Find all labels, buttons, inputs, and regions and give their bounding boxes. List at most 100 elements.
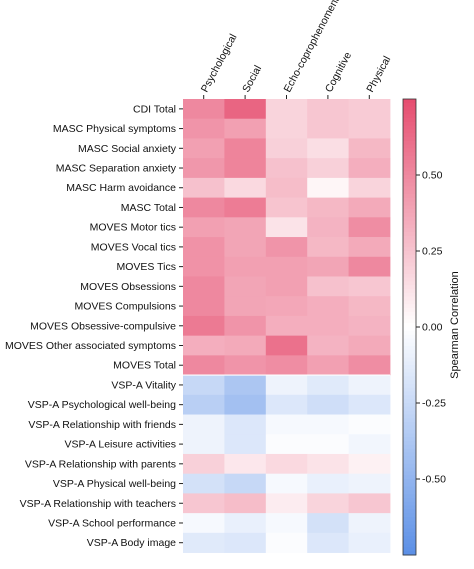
heatmap-cell <box>224 513 267 534</box>
row-label-vsp-a-leisure-activities: VSP-A Leisure activities <box>65 439 176 451</box>
colorbar-segment <box>403 220 416 225</box>
colorbar-segment <box>403 452 416 457</box>
heatmap-cell <box>348 138 391 159</box>
colorbar-segment <box>403 148 416 153</box>
heatmap-cell <box>307 296 349 317</box>
colorbar-segment <box>403 349 416 355</box>
colorbar-segment <box>403 418 416 423</box>
colorbar-segment <box>403 536 416 541</box>
heatmap-cell <box>265 99 308 120</box>
colorbar-segment <box>403 517 416 522</box>
colorbar-segment <box>403 551 416 556</box>
heatmap-cell <box>265 355 308 376</box>
heatmap-cell <box>265 276 308 297</box>
colorbar-segment <box>403 437 416 442</box>
row-label-cdi-total: CDI Total <box>133 103 176 115</box>
colorbar-segment <box>403 456 416 461</box>
heatmap-cell <box>348 99 391 120</box>
colorbar-segment <box>403 532 416 537</box>
heatmap-cell <box>348 394 391 415</box>
heatmap-cell <box>183 158 225 179</box>
heatmap-cell <box>307 197 349 218</box>
heatmap-cell <box>265 158 308 179</box>
heatmap-cell <box>307 532 349 553</box>
colorbar-segment <box>403 121 416 127</box>
heatmap-cell <box>224 315 267 337</box>
heatmap-cell <box>307 276 349 297</box>
heatmap-cell <box>265 138 308 159</box>
heatmap-cell <box>265 118 308 139</box>
heatmap-cell <box>307 118 349 139</box>
column-labels: Psychological Social Echo-coprophenomenaCo… <box>199 0 393 99</box>
colorbar-segment <box>403 509 416 514</box>
row-label-vsp-a-relationship-with-parents: VSP-A Relationship with parents <box>25 458 176 470</box>
heatmap-cell <box>307 434 349 455</box>
colorbar-segment <box>403 547 416 552</box>
heatmap-cell <box>265 513 308 534</box>
heatmap-cell <box>307 394 349 415</box>
row-label-vsp-a-psychological-well-being: VSP-A Psychological well-being <box>28 399 176 411</box>
heatmap-cell <box>307 177 349 198</box>
heatmap-cell <box>224 197 267 218</box>
colorbar-segment <box>403 308 416 313</box>
colorbar-segment <box>403 167 416 172</box>
colorbar-segment <box>403 494 416 499</box>
colorbar-segment <box>403 543 416 548</box>
heatmap-cell <box>348 197 391 218</box>
heatmap-cell <box>224 394 267 415</box>
row-label-moves-obsessive-compulsive: MOVES Obsessive-compulsive <box>30 320 176 332</box>
colorbar-segment <box>403 197 416 203</box>
colorbar-segment <box>403 490 416 495</box>
colorbar-segment <box>403 410 416 415</box>
row-label-moves-total: MOVES Total <box>113 360 176 372</box>
colorbar-segment <box>403 391 416 396</box>
heatmap-cell <box>307 158 349 179</box>
colorbar-segment <box>403 403 416 408</box>
heatmap-cell <box>183 315 225 337</box>
row-label-masc-physical-symptoms: MASC Physical symptoms <box>53 123 176 135</box>
row-label-vsp-a-relationship-with-teachers: VSP-A Relationship with teachers <box>20 498 176 510</box>
colorbar-segment <box>403 273 416 279</box>
row-label-masc-social-anxiety: MASC Social anxiety <box>78 143 177 155</box>
heatmap-cell <box>224 158 267 179</box>
heatmap-cell <box>224 118 267 139</box>
heatmap-cell <box>265 453 308 475</box>
colorbar-segment <box>403 315 416 320</box>
heatmap-cell <box>348 296 391 317</box>
colorbar-segment <box>403 163 416 168</box>
colorbar-segment <box>403 254 416 260</box>
colorbar-segment <box>403 239 416 244</box>
colorbar-segment <box>403 323 416 328</box>
colorbar-segment <box>403 311 416 317</box>
colorbar-segment <box>403 414 416 419</box>
colorbar-segment <box>403 361 416 366</box>
colorbar-segment <box>403 429 416 434</box>
colorbar-segment <box>403 190 416 195</box>
colorbar-segment <box>403 129 416 134</box>
heatmap-cell <box>265 315 308 337</box>
row-label-moves-vocal-tics: MOVES Vocal tics <box>91 241 176 253</box>
heatmap-cell <box>183 394 225 415</box>
colorbar-segment <box>403 289 416 294</box>
colorbar-segment <box>403 156 416 161</box>
row-label-vsp-a-physical-well-being: VSP-A Physical well-being <box>53 478 176 490</box>
colorbar-segment <box>403 501 416 507</box>
heatmap-cell <box>348 513 391 534</box>
heatmap-cell <box>224 335 267 356</box>
heatmap-cell <box>265 414 308 435</box>
colorbar-segment <box>403 186 416 191</box>
heatmap-cell <box>348 375 391 396</box>
heatmap-cell <box>224 414 267 435</box>
heatmap-cell <box>307 335 349 356</box>
colorbar-segment <box>403 99 416 104</box>
heatmap-cell <box>183 177 225 198</box>
colorbar-segment <box>403 137 416 142</box>
column-label-physical: Physical <box>364 54 393 94</box>
colorbar-segment <box>403 114 416 119</box>
heatmap-cell <box>307 414 349 435</box>
heatmap-cell <box>224 355 267 376</box>
heatmap-cell <box>224 256 267 277</box>
colorbar-segment <box>403 327 416 332</box>
colorbar-segment <box>403 296 416 301</box>
row-label-moves-other-associated-symptoms: MOVES Other associated symptoms <box>5 340 176 352</box>
